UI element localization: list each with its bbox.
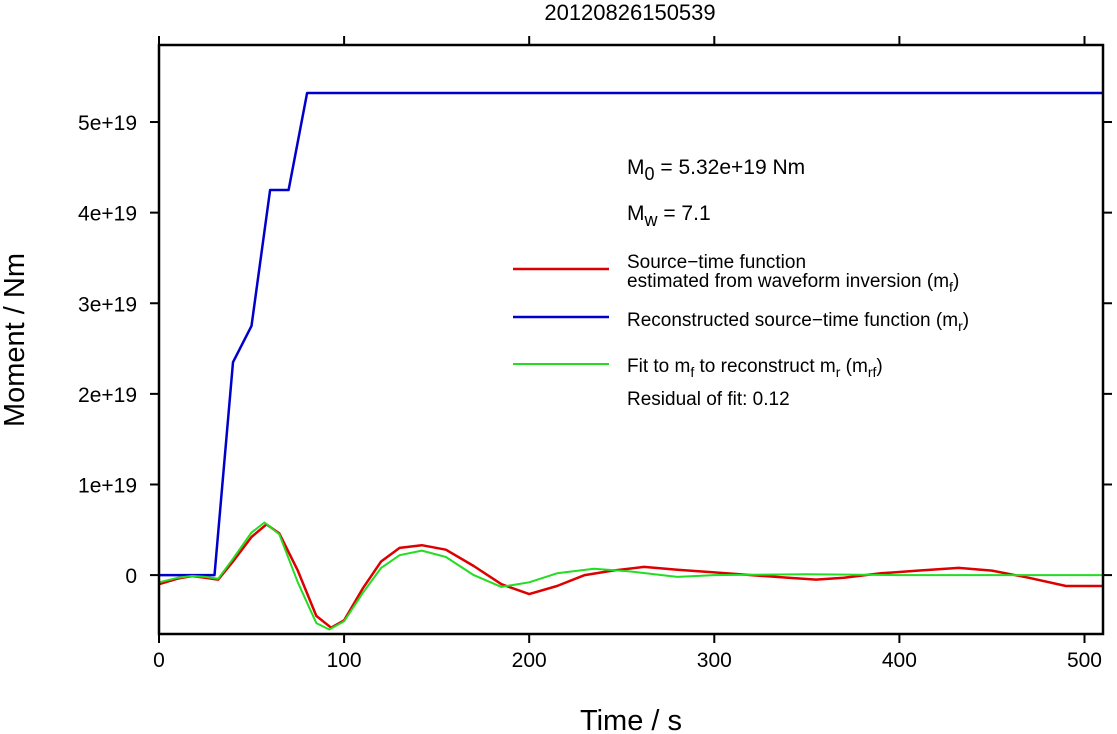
legend-blue-label: Reconstructed source−time function (mr)	[627, 310, 969, 334]
legend-blue-text: Reconstructed source−time function (m	[627, 310, 958, 331]
y-tick-label: 1e+19	[78, 474, 137, 497]
mw-value: = 7.1	[658, 202, 711, 225]
mw-subscript: w	[644, 210, 659, 230]
legend-green-a-sub: f	[690, 364, 694, 380]
axis-layer: 0 100 200 300 400 500 0 1e+19 2e+19 3e+19 4e+19 5e+…	[78, 36, 1112, 672]
legend-green-b-sub: r	[836, 364, 841, 380]
series-line-reconstructed	[159, 91, 1103, 577]
x-tick-label: 100	[327, 649, 362, 672]
x-tick-label: 400	[882, 649, 917, 672]
y-tick-label: 5e+19	[78, 112, 137, 135]
x-tick-label: 0	[153, 649, 165, 672]
m0-annotation: M0 = 5.32e+19 Nm	[627, 156, 805, 184]
m0-value: = 5.32e+19 Nm	[655, 156, 806, 179]
legend-red-line1: Source−time function	[627, 252, 806, 273]
legend-green-c: (m	[840, 356, 867, 377]
x-tick-label: 500	[1067, 649, 1102, 672]
y-tick-label: 3e+19	[78, 293, 137, 316]
legend-red-end: )	[953, 271, 959, 292]
legend-green-a: Fit to m	[627, 356, 690, 377]
series-layer	[158, 91, 1103, 631]
x-axis-title: Time / s	[580, 705, 682, 734]
y-axis-title: Moment / Nm	[0, 253, 31, 427]
mw-prefix: M	[627, 202, 645, 225]
legend-blue-end: )	[963, 310, 969, 331]
m0-prefix: M	[627, 156, 645, 179]
legend: Source−time function estimated from wave…	[513, 252, 969, 410]
m0-subscript: 0	[645, 164, 655, 184]
x-tick-label: 200	[512, 649, 547, 672]
legend-blue-sub: r	[958, 318, 963, 334]
x-tick-label: 300	[697, 649, 732, 672]
y-tick-label: 4e+19	[78, 203, 137, 226]
legend-green-c-sub: rf	[868, 364, 877, 380]
legend-red-sub: f	[949, 279, 953, 295]
legend-red-line2: estimated from waveform inversion (mf)	[627, 271, 959, 295]
plot-frame	[157, 43, 1105, 636]
y-tick-label: 0	[125, 565, 137, 588]
legend-green-d: )	[876, 356, 882, 377]
series-line-fit	[158, 521, 1103, 631]
legend-red-text: estimated from waveform inversion (m	[627, 271, 949, 292]
legend-green-b: to reconstruct m	[694, 356, 836, 377]
chart-title: 20120826150539	[544, 0, 715, 25]
mw-annotation: Mw = 7.1	[627, 202, 711, 230]
residual-annotation: Residual of fit: 0.12	[627, 389, 790, 410]
y-tick-label: 2e+19	[78, 384, 137, 407]
legend-green-label: Fit to mf to reconstruct mr (mrf)	[627, 356, 883, 380]
